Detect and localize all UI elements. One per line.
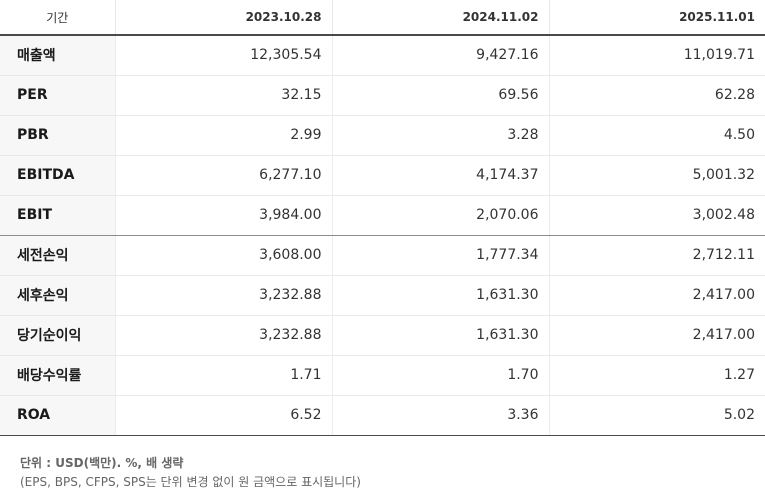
cell-value: 3.36 [331,395,549,436]
row-label: 당기순이익 [0,315,115,356]
cell-value: 2,070.06 [331,195,549,236]
cell-value: 1.27 [548,355,765,396]
cell-value: 6,277.10 [114,155,332,196]
period-header: 2023.10.28 [114,0,332,36]
cell-value: 2,417.00 [548,275,765,316]
cell-value: 1,777.34 [331,235,549,276]
row-label: EBIT [0,195,115,236]
cell-value: 2,712.11 [548,235,765,276]
row-label: 배당수익률 [0,355,115,396]
period-header: 2024.11.02 [331,0,549,36]
cell-value: 1.70 [331,355,549,396]
cell-value: 4,174.37 [331,155,549,196]
table-row: ROA 6.52 3.36 5.02 [0,395,765,436]
row-label: PER [0,75,115,116]
financial-table: 기간 2023.10.28 2024.11.02 2025.11.01 매출액 … [0,0,765,436]
eps-note: (EPS, BPS, CFPS, SPS는 단위 변경 없이 원 금액으로 표시… [20,474,361,489]
cell-value: 5.02 [548,395,765,436]
row-label: 세후손익 [0,275,115,316]
cell-value: 6.52 [114,395,332,436]
cell-value: 3,984.00 [114,195,332,236]
cell-value: 62.28 [548,75,765,116]
table-row: PBR 2.99 3.28 4.50 [0,115,765,156]
table-row: 배당수익률 1.71 1.70 1.27 [0,355,765,396]
period-header-label: 기간 [0,0,115,36]
cell-value: 2,417.00 [548,315,765,356]
table-row: 매출액 12,305.54 9,427.16 11,019.71 [0,35,765,76]
row-label: 세전손익 [0,235,115,276]
table-row: 세후손익 3,232.88 1,631.30 2,417.00 [0,275,765,316]
cell-value: 1,631.30 [331,315,549,356]
table-row: 당기순이익 3,232.88 1,631.30 2,417.00 [0,315,765,356]
row-label: 매출액 [0,35,115,76]
cell-value: 3,232.88 [114,315,332,356]
row-label: EBITDA [0,155,115,196]
period-header: 2025.11.01 [548,0,765,36]
unit-note: 단위 : USD(백만). %, 배 생략 [20,455,184,470]
cell-value: 3,002.48 [548,195,765,236]
cell-value: 12,305.54 [114,35,332,76]
cell-value: 3,608.00 [114,235,332,276]
table-footnotes: 단위 : USD(백만). %, 배 생략 (EPS, BPS, CFPS, S… [0,436,765,492]
cell-value: 3,232.88 [114,275,332,316]
cell-value: 2.99 [114,115,332,156]
row-label: PBR [0,115,115,156]
cell-value: 4.50 [548,115,765,156]
table-row: EBITDA 6,277.10 4,174.37 5,001.32 [0,155,765,196]
cell-value: 11,019.71 [548,35,765,76]
row-label: ROA [0,395,115,436]
cell-value: 9,427.16 [331,35,549,76]
cell-value: 5,001.32 [548,155,765,196]
table-header-row: 기간 2023.10.28 2024.11.02 2025.11.01 [0,0,765,36]
table-row: EBIT 3,984.00 2,070.06 3,002.48 [0,195,765,236]
cell-value: 3.28 [331,115,549,156]
cell-value: 69.56 [331,75,549,116]
cell-value: 1,631.30 [331,275,549,316]
cell-value: 1.71 [114,355,332,396]
cell-value: 32.15 [114,75,332,116]
table-row: PER 32.15 69.56 62.28 [0,75,765,116]
table-row: 세전손익 3,608.00 1,777.34 2,712.11 [0,235,765,276]
